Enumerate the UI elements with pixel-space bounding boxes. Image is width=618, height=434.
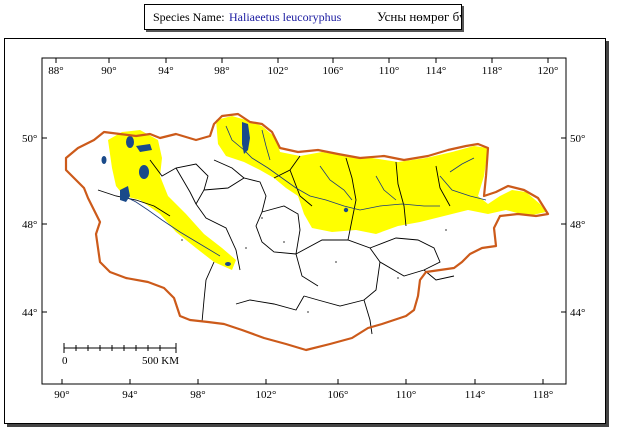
species-range [108, 116, 546, 270]
bottom-lon-label: 90° [54, 389, 69, 401]
top-lon-label: 88° [48, 65, 63, 77]
left-lat-label: 44° [22, 307, 37, 319]
top-lon-label: 94° [158, 65, 173, 77]
bottom-lon-label: 94° [122, 389, 137, 401]
mongolian-name: Усны нөмрөг бүргэд [377, 9, 461, 24]
species-name-label: Species Name: [153, 10, 225, 24]
top-lon-label: 110° [379, 65, 400, 77]
bottom-lon-label: 98° [190, 389, 205, 401]
scale-start-label: 0 [62, 355, 68, 367]
top-lon-label: 118° [482, 65, 503, 77]
bottom-lon-label: 118° [533, 389, 554, 401]
species-title-box: Species Name: Haliaeetus leucoryphus Усн… [144, 4, 462, 30]
map-neatline [41, 57, 567, 385]
top-lon-label: 120° [538, 65, 559, 77]
scientific-name: Haliaeetus leucoryphus [229, 10, 342, 24]
bottom-lon-label: 106° [328, 389, 349, 401]
top-lon-label: 98° [214, 65, 229, 77]
scale-end-label: 500 KM [142, 355, 179, 367]
bottom-ticks [61, 379, 544, 384]
bottom-lon-label: 102° [256, 389, 277, 401]
lakes [101, 122, 349, 266]
rivers [123, 125, 487, 257]
admin-boundaries [97, 155, 455, 335]
top-lon-label: 114° [426, 65, 447, 77]
national-border [64, 112, 550, 352]
right-lat-label: 44° [570, 307, 585, 319]
side-ticks [42, 137, 566, 313]
top-lon-label: 102° [268, 65, 289, 77]
left-lat-label: 50° [22, 133, 37, 145]
left-lat-label: 48° [22, 219, 37, 231]
scale-bar [63, 343, 177, 353]
top-lon-label: 106° [323, 65, 344, 77]
right-lat-label: 50° [570, 133, 585, 145]
settlements [181, 217, 447, 313]
top-lon-label: 90° [101, 65, 116, 77]
right-lat-label: 48° [570, 219, 585, 231]
bottom-lon-label: 114° [465, 389, 486, 401]
map-frame [4, 38, 606, 424]
top-ticks [55, 58, 549, 63]
bottom-lon-label: 110° [396, 389, 417, 401]
